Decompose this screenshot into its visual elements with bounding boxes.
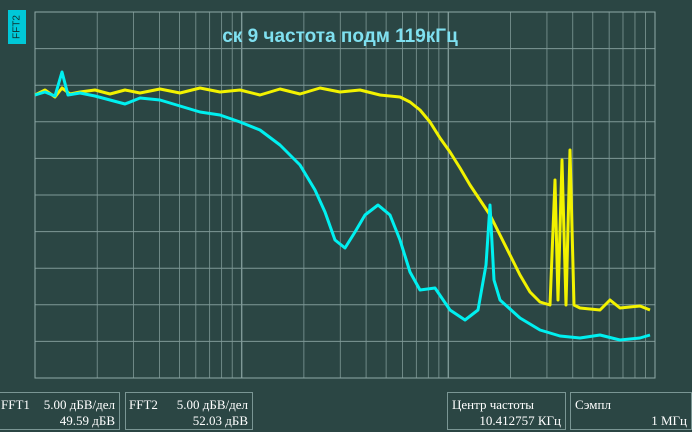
- readout-fft1: FFT1 5.00 дБВ/дел 49.59 дБВ: [0, 392, 120, 430]
- plot-frame: [34, 11, 656, 379]
- sample-value: 1 МГц: [651, 413, 687, 428]
- readout-center: Центр частоты 10.412757 КГц: [447, 392, 566, 430]
- sample-label: Сэмпл: [575, 397, 611, 412]
- readout-value: 49.59 дБВ: [59, 413, 115, 428]
- side-label: FFT2: [12, 15, 23, 39]
- readout-fft2: FFT2 5.00 дБВ/дел 52.03 дБВ: [125, 392, 253, 430]
- readout-label: FFT2: [129, 397, 158, 412]
- grid: [35, 12, 655, 378]
- center-label: Центр частоты: [452, 397, 535, 412]
- trace-fft1: [34, 86, 651, 312]
- readout-label: FFT1: [1, 397, 30, 412]
- readout-scale: 5.00 дБВ/дел: [176, 397, 248, 412]
- readout-value: 52.03 дБВ: [192, 413, 248, 428]
- side-tag: [8, 10, 26, 44]
- readout-scale: 5.00 дБВ/дел: [43, 397, 115, 412]
- screen-title: ск 9 частота подм 119кГц: [222, 26, 458, 47]
- center-value: 10.412757 КГц: [479, 413, 561, 428]
- readout-sample: Сэмпл 1 МГц: [570, 392, 692, 430]
- trace-fft2: [34, 70, 651, 342]
